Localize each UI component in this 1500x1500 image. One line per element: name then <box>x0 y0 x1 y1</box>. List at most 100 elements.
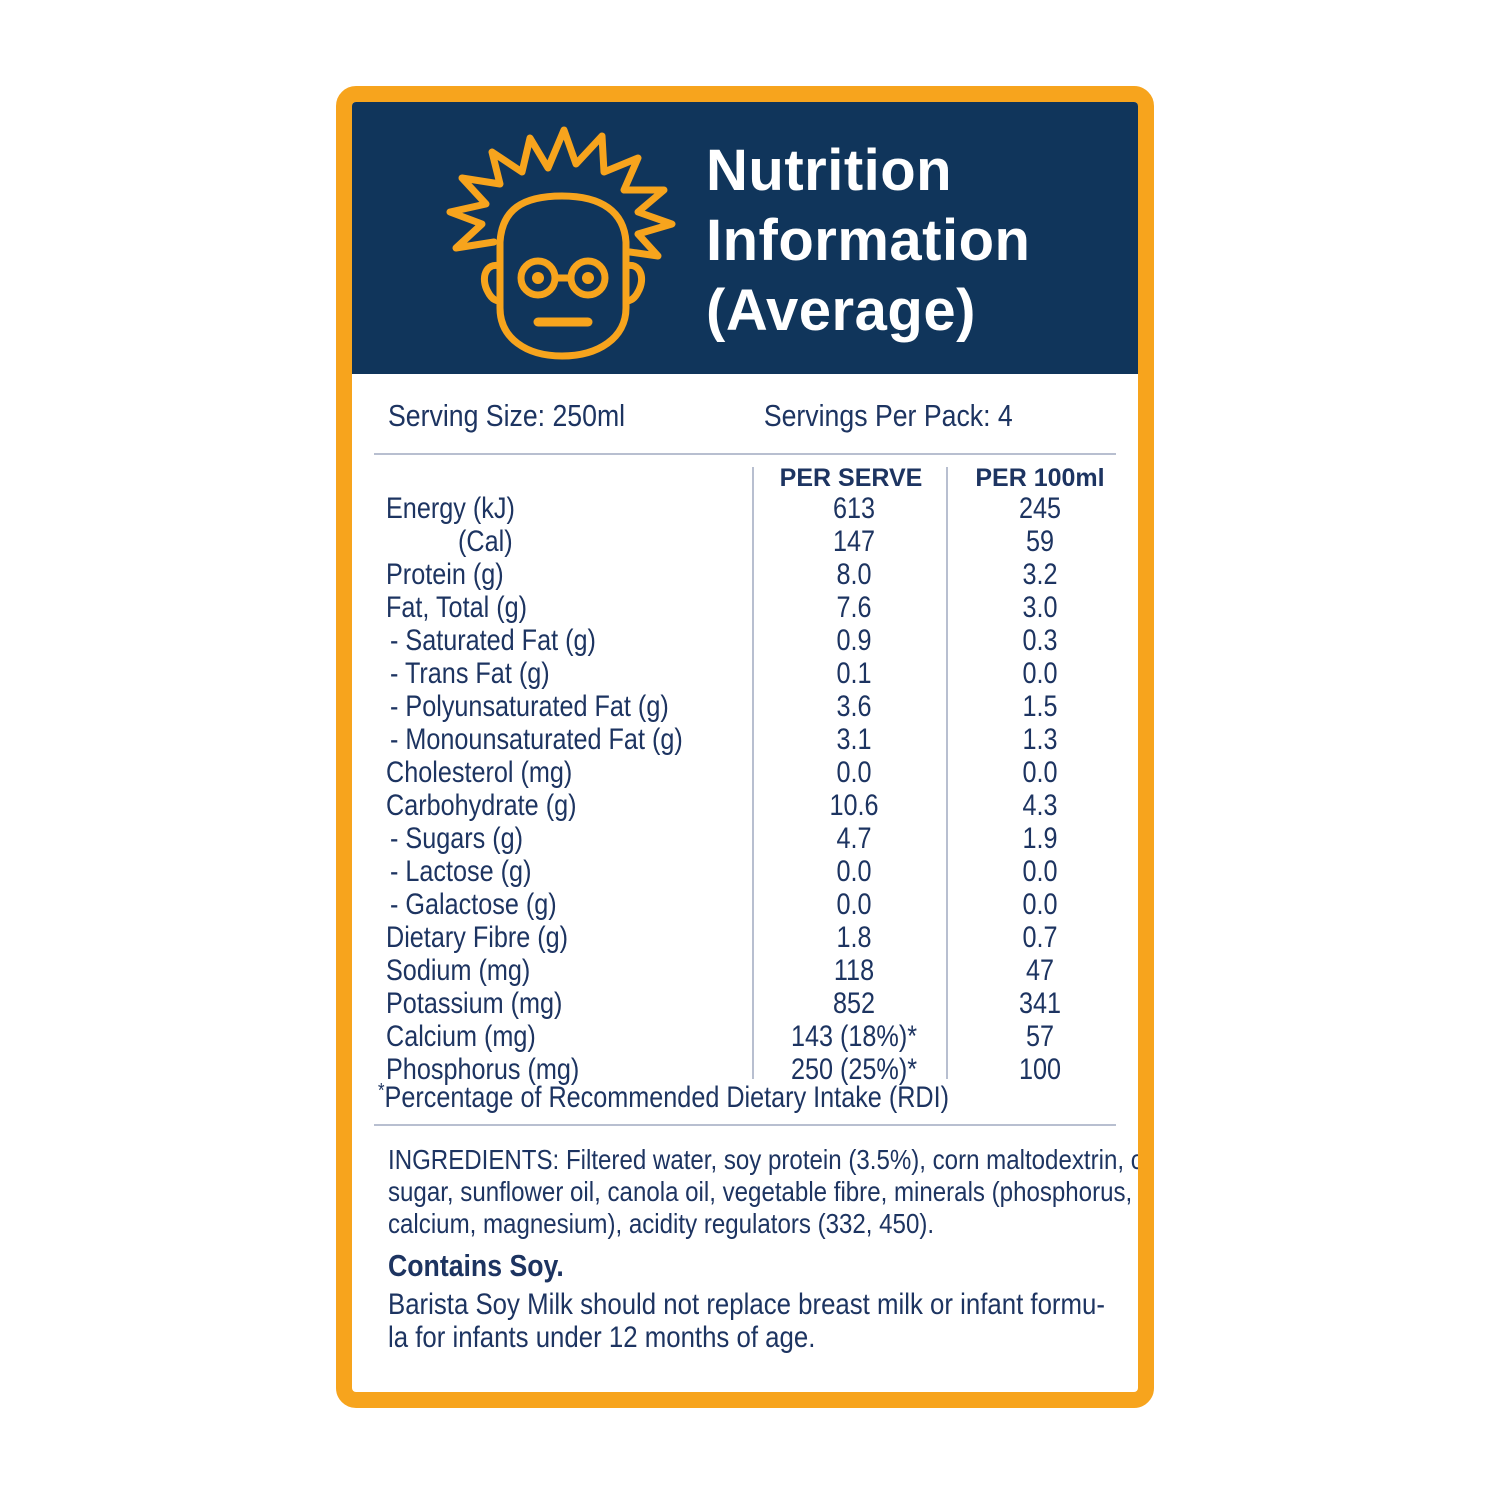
per-serve-value: 143 (18%)* <box>790 1020 918 1053</box>
table-row: - Saturated Fat (g) 0.9 0.3 <box>352 624 1138 657</box>
servings-per-pack: Servings Per Pack: 4 <box>763 398 1013 433</box>
table-row: - Polyunsaturated Fat (g) 3.6 1.5 <box>352 690 1138 723</box>
per-serve-value: 4.7 <box>836 822 872 855</box>
per-100ml-value: 0.0 <box>1022 657 1058 690</box>
column-divider <box>752 467 754 1079</box>
warning-line: la for infants under 12 months of age. <box>388 1321 816 1354</box>
table-row: Dietary Fibre (g) 1.8 0.7 <box>352 921 1138 954</box>
title-line: Nutrition <box>706 138 953 203</box>
nutrient-name: - Polyunsaturated Fat (g) <box>390 690 669 723</box>
table-row: Cholesterol (mg) 0.0 0.0 <box>352 756 1138 789</box>
ingredients-line: calcium, magnesium), acidity regulators … <box>388 1208 935 1239</box>
per-100ml-value: 100 <box>1018 1053 1062 1086</box>
per-100ml-value: 3.0 <box>1022 591 1058 624</box>
per-100ml-value: 0.3 <box>1022 624 1058 657</box>
serving-size: Serving Size: 250ml <box>388 398 626 433</box>
nutrient-name: - Sugars (g) <box>390 822 524 855</box>
per-100ml-value: 0.0 <box>1022 756 1058 789</box>
table-row: Sodium (mg) 118 47 <box>352 954 1138 987</box>
nutrient-name: Protein (g) <box>386 558 504 591</box>
per-100ml-value: 0.0 <box>1022 888 1058 921</box>
per-serve-value: 118 <box>833 954 875 987</box>
per-serve-value: 0.9 <box>836 624 872 657</box>
nutrient-name: - Saturated Fat (g) <box>390 624 596 657</box>
per-serve-value: 613 <box>832 492 876 525</box>
footnote-marker: * <box>378 1080 385 1102</box>
per-100ml-value: 47 <box>1025 954 1055 987</box>
per-serve-value: 0.0 <box>836 756 872 789</box>
footnote-text: Percentage of Recommended Dietary Intake… <box>384 1081 950 1114</box>
table-row: - Sugars (g) 4.7 1.9 <box>352 822 1138 855</box>
per-serve-value: 1.8 <box>836 921 872 954</box>
nutrient-name: Energy (kJ) <box>386 492 515 525</box>
nutrient-name: Carbohydrate (g) <box>386 789 577 822</box>
table-row: - Lactose (g) 0.0 0.0 <box>352 855 1138 888</box>
per-100ml-value: 59 <box>1025 525 1055 558</box>
ingredients-line: sugar, sunflower oil, canola oil, vegeta… <box>388 1176 1133 1207</box>
per-serve-value: 0.0 <box>836 888 872 921</box>
rdi-footnote: *Percentage of Recommended Dietary Intak… <box>378 1080 949 1115</box>
title-line: Information <box>706 208 1031 273</box>
divider <box>374 453 1116 455</box>
per-100ml-value: 1.9 <box>1022 822 1058 855</box>
table-row: Calcium (mg) 143 (18%)* 57 <box>352 1020 1138 1053</box>
per-100ml-value: 341 <box>1018 987 1062 1020</box>
per-100ml-value: 3.2 <box>1022 558 1058 591</box>
title-line: (Average) <box>706 278 976 343</box>
per-serve-value: 8.0 <box>836 558 872 591</box>
serving-info: Serving Size: 250ml Servings Per Pack: 4 <box>388 398 1016 438</box>
per-serve-value: 3.1 <box>836 723 872 756</box>
table-row: Phosphorus (mg) 250 (25%)* 100 <box>352 1053 1138 1086</box>
table-row: Carbohydrate (g) 10.6 4.3 <box>352 789 1138 822</box>
nutrient-name: Calcium (mg) <box>386 1020 536 1053</box>
per-100ml-value: 4.3 <box>1022 789 1058 822</box>
per-serve-value: 10.6 <box>829 789 879 822</box>
nutrient-rows: Energy (kJ) 613 245 (Cal) 147 59 Protein… <box>352 492 1138 1086</box>
scientist-face-icon <box>446 126 676 360</box>
per-serve-value: 250 (25%)* <box>790 1053 918 1086</box>
nutrient-name: Potassium (mg) <box>386 987 563 1020</box>
infant-warning: Barista Soy Milk should not replace brea… <box>388 1288 1128 1354</box>
warning-line: Barista Soy Milk should not replace brea… <box>388 1288 1105 1321</box>
column-header-per-100ml: PER 100ml <box>975 464 1105 492</box>
table-row: - Monounsaturated Fat (g) 3.1 1.3 <box>352 723 1138 756</box>
per-100ml-value: 245 <box>1018 492 1062 525</box>
per-serve-value: 147 <box>832 525 876 558</box>
header-band: Nutrition Information (Average) <box>352 102 1138 374</box>
nutrient-name: Fat, Total (g) <box>386 591 527 624</box>
column-header-per-serve: PER SERVE <box>779 464 923 492</box>
per-100ml-value: 0.0 <box>1022 855 1058 888</box>
per-100ml-value: 1.5 <box>1022 690 1058 723</box>
divider <box>374 1124 1116 1126</box>
nutrient-name: - Lactose (g) <box>390 855 532 888</box>
table-row: Fat, Total (g) 7.6 3.0 <box>352 591 1138 624</box>
ingredients-line: INGREDIENTS: Filtered water, soy protein… <box>388 1144 1154 1175</box>
nutrient-name: Cholesterol (mg) <box>386 756 573 789</box>
ingredients-text: INGREDIENTS: Filtered water, soy protein… <box>388 1144 1154 1240</box>
nutrient-name: Dietary Fibre (g) <box>386 921 569 954</box>
table-row: - Galactose (g) 0.0 0.0 <box>352 888 1138 921</box>
per-100ml-value: 57 <box>1025 1020 1055 1053</box>
allergen-statement: Contains Soy. <box>388 1248 564 1283</box>
page-title: Nutrition Information (Average) <box>706 136 1030 346</box>
table-row: Protein (g) 8.0 3.2 <box>352 558 1138 591</box>
per-serve-value: 0.0 <box>836 855 872 888</box>
table-row: Potassium (mg) 852 341 <box>352 987 1138 1020</box>
per-serve-value: 852 <box>832 987 876 1020</box>
per-serve-value: 7.6 <box>836 591 872 624</box>
nutrient-name: Sodium (mg) <box>386 954 531 987</box>
nutrient-name: - Galactose (g) <box>390 888 557 921</box>
column-divider <box>946 467 948 1079</box>
nutrient-name: (Cal) <box>458 525 513 558</box>
nutrient-name: Phosphorus (mg) <box>386 1053 580 1086</box>
nutrient-name: - Monounsaturated Fat (g) <box>390 723 683 756</box>
nutrient-name: - Trans Fat (g) <box>390 657 550 690</box>
per-100ml-value: 1.3 <box>1022 723 1058 756</box>
table-row: Energy (kJ) 613 245 <box>352 492 1138 525</box>
per-100ml-value: 0.7 <box>1022 921 1058 954</box>
nutrition-panel: Nutrition Information (Average) Serving … <box>336 86 1154 1408</box>
per-serve-value: 3.6 <box>836 690 872 723</box>
table-row: (Cal) 147 59 <box>352 525 1138 558</box>
table-row: - Trans Fat (g) 0.1 0.0 <box>352 657 1138 690</box>
per-serve-value: 0.1 <box>836 657 872 690</box>
